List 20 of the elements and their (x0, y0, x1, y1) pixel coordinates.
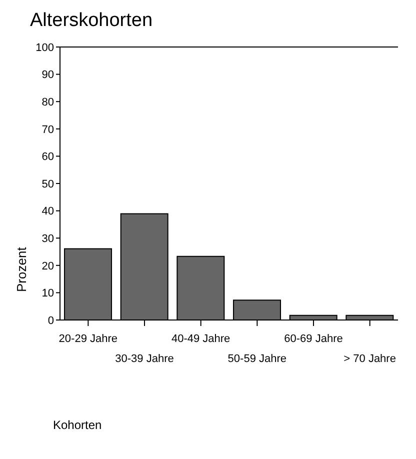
x-tick-label: 20-29 Jahre (58, 333, 118, 345)
chart-title: Alterskohorten (30, 10, 153, 32)
x-tick-label: 50-59 Jahre (228, 353, 287, 365)
y-tick-label: 90 (42, 69, 54, 82)
y-tick-label: 100 (36, 42, 54, 54)
x-tick-label: 60-69 Jahre (284, 333, 343, 345)
y-tick-label: 50 (42, 178, 54, 190)
y-tick-label: 20 (42, 260, 54, 272)
x-axis-title: Kohorten (53, 418, 102, 432)
y-tick-label: 60 (42, 151, 54, 164)
y-axis-title: Prozent (14, 246, 29, 292)
y-tick-label: 10 (42, 288, 54, 300)
y-tick-label: 40 (42, 206, 54, 218)
y-tick-label: 30 (42, 233, 54, 246)
y-tick-label: 70 (42, 124, 54, 136)
y-tick-label: 80 (42, 96, 54, 109)
y-tick-label: 0 (48, 314, 54, 327)
x-tick-label: 30-39 Jahre (115, 353, 174, 365)
x-tick-label: > 70 Jahre (344, 353, 396, 365)
x-tick-label: 40-49 Jahre (171, 333, 230, 345)
